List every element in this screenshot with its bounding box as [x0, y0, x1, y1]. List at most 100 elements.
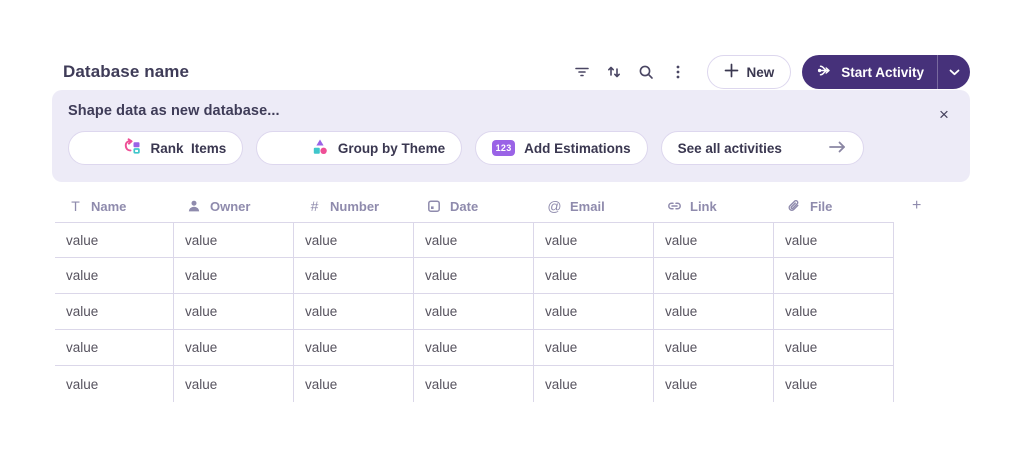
table-cell[interactable]: value — [534, 222, 654, 258]
table-cell[interactable]: value — [55, 222, 174, 258]
column-header-name[interactable]: T Name — [55, 190, 174, 222]
start-activity-main[interactable]: Start Activity — [802, 55, 937, 89]
column-header-link[interactable]: Link — [654, 190, 774, 222]
column-header-file[interactable]: File — [774, 190, 894, 222]
table-cell[interactable]: value — [534, 294, 654, 330]
link-icon — [667, 199, 682, 213]
table-cell[interactable]: value — [654, 366, 774, 402]
table-row: value value value value value value value — [55, 330, 972, 366]
column-label: Link — [690, 198, 717, 214]
table-cell[interactable]: value — [774, 258, 894, 294]
table-cell[interactable]: value — [55, 330, 174, 366]
table-cell[interactable]: value — [294, 258, 414, 294]
table-cell[interactable]: value — [534, 330, 654, 366]
table-cell[interactable]: value — [414, 330, 534, 366]
column-label: Name — [91, 198, 127, 214]
table-body: value value value value value value value value… — [55, 222, 972, 402]
table-cell[interactable]: value — [414, 222, 534, 258]
hash-icon: # — [310, 198, 319, 214]
column-header-date[interactable]: Date — [414, 190, 534, 222]
table-cell[interactable]: value — [55, 366, 174, 402]
table-row: value value value value value value value — [55, 294, 972, 330]
top-bar: Database name — [63, 55, 970, 89]
rank-items-icon — [85, 123, 142, 174]
column-label: Email — [570, 198, 605, 214]
new-button-label: New — [746, 64, 775, 80]
group-by-theme-button[interactable]: Group by Theme — [256, 131, 463, 165]
start-activity-button[interactable]: Start Activity — [802, 55, 970, 89]
flow-icon — [816, 62, 833, 82]
table-cell[interactable]: value — [774, 222, 894, 258]
table-cell-empty[interactable] — [894, 222, 972, 258]
add-column-button[interactable]: + — [894, 190, 972, 222]
column-label: Date — [450, 198, 479, 214]
table-row: value value value value value value value — [55, 366, 972, 402]
filter-icon[interactable] — [573, 63, 591, 81]
rank-items-label: Rank Items — [150, 140, 227, 156]
overflow-menu-icon[interactable] — [669, 63, 687, 81]
table-cell[interactable]: value — [534, 366, 654, 402]
table-cell[interactable]: value — [294, 222, 414, 258]
search-icon[interactable] — [637, 63, 655, 81]
column-header-owner[interactable]: Owner — [174, 190, 294, 222]
table-row: value value value value value value value — [55, 258, 972, 294]
close-icon[interactable]: × — [939, 104, 949, 124]
table-cell-empty[interactable] — [894, 330, 972, 366]
table-cell[interactable]: value — [55, 294, 174, 330]
table-cell-empty[interactable] — [894, 258, 972, 294]
column-label: File — [810, 198, 833, 214]
rank-items-button[interactable]: Rank Items — [68, 131, 244, 165]
table-cell[interactable]: value — [55, 258, 174, 294]
page-title: Database name — [63, 62, 190, 81]
table-cell[interactable]: value — [654, 330, 774, 366]
table-cell[interactable]: value — [774, 294, 894, 330]
see-all-activities-button[interactable]: See all activities — [660, 131, 865, 165]
table-cell[interactable]: value — [414, 258, 534, 294]
table-cell[interactable]: value — [774, 366, 894, 402]
arrow-right-icon — [791, 125, 848, 172]
table-cell[interactable]: value — [174, 294, 294, 330]
person-icon — [187, 199, 202, 213]
table-cell[interactable]: value — [654, 258, 774, 294]
table-cell[interactable]: value — [414, 294, 534, 330]
table-cell[interactable]: value — [534, 258, 654, 294]
start-activity-label: Start Activity — [841, 64, 924, 80]
column-header-email[interactable]: @ Email — [534, 190, 654, 222]
table-cell[interactable]: value — [294, 330, 414, 366]
banner-title: Shape data as new database... — [68, 103, 280, 119]
table-cell[interactable]: value — [774, 330, 894, 366]
table-cell[interactable]: value — [294, 294, 414, 330]
column-header-number[interactable]: # Number — [294, 190, 414, 222]
table-row: value value value value value value value — [55, 222, 972, 258]
column-label: Number — [330, 198, 380, 214]
group-by-theme-label: Group by Theme — [337, 140, 446, 156]
table-cell[interactable]: value — [174, 222, 294, 258]
text-icon: T — [71, 198, 80, 214]
table-cell[interactable]: value — [174, 330, 294, 366]
button-divider — [937, 55, 938, 89]
table-cell[interactable]: value — [174, 258, 294, 294]
database-table: T Name Owner # Number — [55, 190, 972, 402]
new-button[interactable]: New — [707, 55, 792, 89]
sort-icon[interactable] — [605, 63, 623, 81]
table-header: T Name Owner # Number — [55, 190, 972, 222]
see-all-activities-label: See all activities — [677, 140, 782, 156]
table-cell[interactable]: value — [174, 366, 294, 402]
table-cell[interactable]: value — [294, 366, 414, 402]
table-cell[interactable]: value — [654, 294, 774, 330]
plus-icon — [724, 63, 739, 81]
table-cell[interactable]: value — [414, 366, 534, 402]
table-cell[interactable]: value — [654, 222, 774, 258]
calendar-icon — [427, 199, 442, 213]
banner-actions: Rank Items Group by Theme 123 Add Estima… — [68, 131, 954, 165]
at-icon: @ — [547, 198, 562, 214]
123-badge-icon: 123 — [492, 140, 516, 156]
table-cell-empty[interactable] — [894, 294, 972, 330]
chevron-down-icon[interactable] — [938, 55, 970, 89]
group-by-theme-icon — [273, 123, 329, 174]
add-estimations-label: Add Estimations — [524, 140, 631, 156]
table-cell-empty[interactable] — [894, 366, 972, 402]
add-estimations-button[interactable]: 123 Add Estimations — [475, 131, 648, 165]
toolbar-icon-group — [573, 63, 687, 81]
